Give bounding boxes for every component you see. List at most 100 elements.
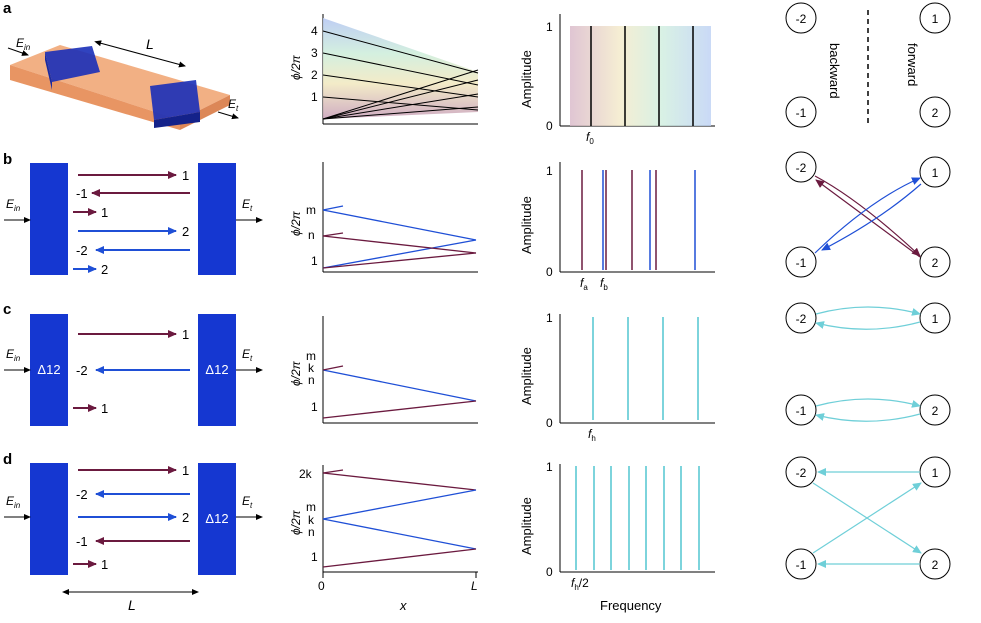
spectrum-b-fa: fa bbox=[580, 276, 588, 292]
node-a-minus2: -2 bbox=[796, 12, 807, 26]
arrow-label-d-4: -1 bbox=[76, 534, 88, 549]
phase-plot-b: m n 1 ϕ/2π bbox=[289, 162, 478, 273]
spectrum-d-tick-0: 0 bbox=[546, 565, 553, 579]
e-in-label-a: Ein bbox=[16, 36, 31, 52]
spectrum-c-tick-0: 0 bbox=[546, 416, 553, 430]
e-in-label-c: Ein bbox=[6, 347, 21, 363]
node-a-1: 1 bbox=[932, 12, 939, 26]
modulator-left-c bbox=[30, 314, 68, 426]
phase-a-ylabel: ϕ/2π bbox=[289, 54, 303, 80]
modulator-right-b bbox=[198, 163, 236, 275]
phase-d-tick-n: n bbox=[308, 525, 315, 539]
forward-label: forward bbox=[905, 43, 920, 86]
phase-d-tick-m: m bbox=[306, 500, 316, 514]
e-in-label-b: Ein bbox=[6, 197, 21, 213]
device-b: Ein Et 1 -1 1 2 -2 2 bbox=[4, 163, 263, 277]
node-c-2: 2 bbox=[932, 404, 939, 418]
x-tick-0: 0 bbox=[318, 579, 325, 593]
node-c-minus2: -2 bbox=[796, 312, 807, 326]
device-d: Δ12 Ein Et 1 -2 2 -1 1 L bbox=[4, 463, 263, 613]
modulator-left-d bbox=[30, 463, 68, 575]
spectrum-a-ylabel: Amplitude bbox=[519, 50, 534, 108]
panel-label-b: b bbox=[3, 151, 12, 168]
arrow-label-c-3: 1 bbox=[101, 401, 108, 416]
node-c-1: 1 bbox=[932, 312, 939, 326]
panel-label-c: c bbox=[3, 301, 11, 318]
phase-d-tick-1: 1 bbox=[311, 550, 318, 564]
node-d-minus2: -2 bbox=[796, 466, 807, 480]
arrow-label-c-1: 1 bbox=[182, 327, 189, 342]
spectrum-a-f0: f0 bbox=[586, 130, 594, 146]
mode-diagram-a: -2 1 -1 2 backward forward bbox=[785, 2, 951, 128]
phase-b-tick-m: m bbox=[306, 203, 316, 217]
mode-diagram-b: -2 1 -1 2 bbox=[785, 151, 951, 278]
spectrum-d-ylabel: Amplitude bbox=[519, 497, 534, 555]
node-d-minus1: -1 bbox=[796, 558, 807, 572]
spectrum-d: 1 0 Amplitude fh/2 Frequency bbox=[519, 460, 715, 613]
phase-c-tick-m: m bbox=[306, 349, 316, 363]
panel-label-d: d bbox=[3, 451, 12, 468]
phase-plot-c: m k n 1 ϕ/2π bbox=[289, 316, 478, 424]
panel-label-a: a bbox=[3, 0, 12, 17]
arrow-label-d-2: -2 bbox=[76, 487, 88, 502]
frequency-axis-label: Frequency bbox=[600, 598, 662, 613]
node-d-1: 1 bbox=[932, 466, 939, 480]
phase-d-tick-2k: 2k bbox=[299, 467, 313, 481]
spectrum-b-tick-1: 1 bbox=[546, 164, 553, 178]
device-length-label: L bbox=[146, 36, 154, 52]
phase-d-tick-k: k bbox=[308, 513, 315, 527]
spectrum-c-ylabel: Amplitude bbox=[519, 347, 534, 405]
e-t-label-b: Et bbox=[242, 197, 253, 213]
node-b-2: 2 bbox=[932, 256, 939, 270]
phase-a-tick-4: 4 bbox=[311, 24, 318, 38]
modulator-right-c bbox=[198, 314, 236, 426]
spectrum-b-ylabel: Amplitude bbox=[519, 196, 534, 254]
phase-plot-d: 2k m k n 1 ϕ/2π 0 L x bbox=[289, 465, 478, 613]
arrow-label-b-1: 1 bbox=[182, 168, 189, 183]
e-t-label-c: Et bbox=[242, 347, 253, 363]
spectrum-b: 1 0 Amplitude fa fb bbox=[519, 162, 715, 292]
device-3d: L Ein Et bbox=[7, 36, 239, 130]
phase-c-ylabel: ϕ/2π bbox=[289, 360, 303, 386]
device-c: Δ12 Δ12 Ein Et 1 -2 1 bbox=[4, 314, 263, 426]
length-label-d: L bbox=[128, 597, 136, 613]
e-t-label-a: Et bbox=[228, 97, 239, 113]
spectrum-d-fh2: fh/2 bbox=[571, 576, 589, 592]
node-d-2: 2 bbox=[932, 558, 939, 572]
backward-label: backward bbox=[827, 43, 842, 99]
arrow-label-b-6: 2 bbox=[101, 262, 108, 277]
phase-c-tick-k: k bbox=[308, 361, 315, 375]
modulator-label-c-left: Δ12 bbox=[37, 362, 60, 377]
arrow-label-d-5: 1 bbox=[101, 557, 108, 572]
arrow-label-b-3: 1 bbox=[101, 205, 108, 220]
phase-a-tick-1: 1 bbox=[311, 90, 318, 104]
arrow-label-d-3: 2 bbox=[182, 510, 189, 525]
spectrum-b-fb: fb bbox=[600, 276, 608, 292]
modulator-label-d: Δ12 bbox=[205, 511, 228, 526]
arrow-label-c-2: -2 bbox=[76, 363, 88, 378]
e-in-label-d: Ein bbox=[6, 494, 21, 510]
modulator-left-b bbox=[30, 163, 68, 275]
x-tick-L: L bbox=[471, 579, 478, 593]
spectrum-c-tick-1: 1 bbox=[546, 311, 553, 325]
mode-diagram-d: -2 1 -1 2 bbox=[785, 456, 951, 580]
node-b-minus2: -2 bbox=[796, 161, 807, 175]
spectrum-a-tick-0: 0 bbox=[546, 119, 553, 133]
spectrum-a-tick-1: 1 bbox=[546, 20, 553, 34]
phase-b-ylabel: ϕ/2π bbox=[289, 210, 303, 236]
arrow-label-b-2: -1 bbox=[76, 186, 88, 201]
modulator-label-c-right: Δ12 bbox=[205, 362, 228, 377]
phase-a-tick-3: 3 bbox=[311, 46, 318, 60]
phase-b-tick-n: n bbox=[308, 228, 315, 242]
node-b-1: 1 bbox=[932, 166, 939, 180]
mode-diagram-c: -2 1 -1 2 bbox=[785, 302, 951, 426]
phase-b-tick-1: 1 bbox=[311, 254, 318, 268]
phase-c-tick-1: 1 bbox=[311, 400, 318, 414]
phase-a-tick-2: 2 bbox=[311, 68, 318, 82]
node-a-2: 2 bbox=[932, 106, 939, 120]
modulator-right-d bbox=[198, 463, 236, 575]
spectrum-d-tick-1: 1 bbox=[546, 460, 553, 474]
phase-plot-a: 4 3 2 1 ϕ/2π bbox=[289, 14, 479, 125]
spectrum-b-tick-0: 0 bbox=[546, 265, 553, 279]
